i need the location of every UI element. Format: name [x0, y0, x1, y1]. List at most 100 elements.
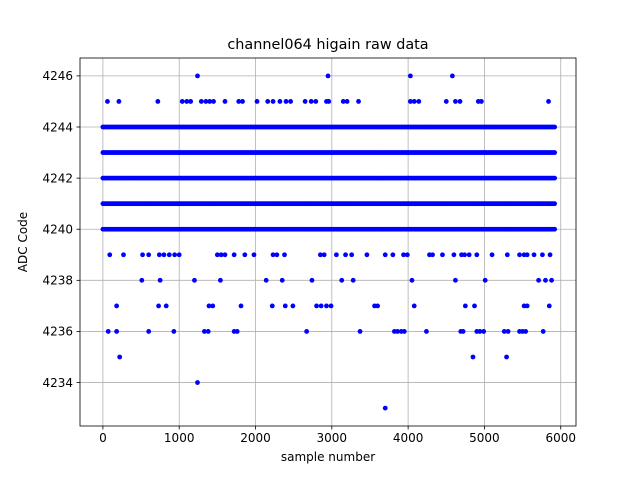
data-point — [263, 277, 269, 283]
data-point — [146, 252, 152, 258]
data-point — [401, 252, 406, 258]
data-point — [536, 277, 542, 283]
data-point — [270, 252, 276, 258]
data-point — [466, 252, 472, 258]
data-point — [114, 303, 120, 309]
data-point — [395, 329, 400, 334]
data-point — [474, 252, 480, 258]
data-point — [504, 252, 510, 258]
data-point — [254, 99, 260, 104]
y-tick-label: 4236 — [42, 325, 73, 339]
data-point — [242, 252, 248, 258]
data-point — [477, 329, 483, 334]
data-point — [524, 303, 530, 309]
axis-ticks: 0 1000 2000 3000 4000 5000 6000 4234 4236 4238 424… — [42, 69, 576, 445]
data-point — [114, 329, 120, 334]
data-point — [179, 99, 185, 104]
data-point — [184, 99, 190, 104]
data-point — [105, 329, 111, 334]
data-point — [517, 252, 522, 258]
data-point — [146, 329, 152, 334]
data-point — [390, 252, 396, 258]
data-point — [349, 252, 355, 258]
data-point — [274, 252, 280, 258]
data-point — [166, 252, 172, 258]
data-point — [457, 99, 463, 104]
data-point — [155, 99, 161, 104]
data-point — [356, 99, 361, 104]
data-point — [343, 252, 348, 258]
data-point — [524, 252, 530, 258]
data-point — [240, 99, 245, 104]
data-point — [340, 99, 346, 104]
x-tick-label: 1000 — [164, 431, 195, 445]
data-point — [210, 303, 216, 309]
data-point — [472, 303, 477, 309]
data-point — [547, 252, 553, 258]
data-point — [339, 277, 345, 283]
x-tick-label: 0 — [99, 431, 107, 445]
data-point — [203, 99, 209, 104]
data-point — [251, 252, 257, 258]
data-point — [478, 99, 484, 104]
data-point — [481, 329, 487, 334]
data-point — [288, 99, 294, 104]
data-point — [505, 329, 511, 334]
data-point — [552, 150, 558, 155]
data-point — [543, 277, 548, 283]
data-point — [546, 99, 551, 104]
data-point — [411, 99, 417, 104]
data-point — [222, 99, 228, 104]
data-point — [195, 380, 200, 385]
data-point — [236, 99, 242, 104]
data-point — [549, 277, 554, 283]
data-point — [531, 252, 537, 258]
y-tick-label: 4240 — [42, 223, 73, 237]
data-point — [207, 99, 213, 104]
data-point — [552, 124, 558, 130]
y-axis-label: ADC Code — [16, 212, 30, 272]
data-point — [504, 354, 509, 360]
data-point — [192, 277, 197, 283]
x-axis-label: sample number — [281, 450, 375, 464]
x-tick-label: 2000 — [240, 431, 271, 445]
y-tick-label: 4234 — [42, 376, 73, 390]
x-tick-label: 4000 — [393, 431, 424, 445]
data-point — [325, 73, 331, 79]
data-point — [552, 175, 558, 181]
data-point — [443, 99, 449, 104]
data-point — [121, 252, 126, 258]
data-point — [234, 329, 240, 334]
data-point — [318, 303, 324, 309]
data-point — [424, 329, 429, 334]
data-point — [139, 277, 145, 283]
data-point — [449, 73, 455, 79]
data-points — [100, 73, 558, 411]
data-point — [409, 277, 415, 283]
data-point — [552, 226, 558, 232]
chart-title: channel064 higain raw data — [227, 37, 428, 53]
data-point — [279, 277, 285, 283]
data-point — [408, 73, 413, 79]
data-point — [188, 99, 194, 104]
data-point — [328, 303, 334, 309]
data-point — [540, 252, 545, 258]
data-point — [222, 252, 228, 258]
data-point — [350, 277, 356, 283]
data-point — [453, 99, 458, 104]
data-point — [140, 252, 145, 258]
data-point — [201, 329, 207, 334]
data-point — [344, 99, 350, 104]
data-point — [218, 277, 223, 283]
y-tick-label: 4242 — [42, 171, 73, 185]
data-point — [309, 277, 315, 283]
data-point — [314, 303, 319, 309]
data-point — [489, 252, 495, 258]
data-point — [304, 329, 310, 334]
data-point — [163, 303, 169, 309]
data-point — [161, 252, 167, 258]
data-point — [416, 99, 422, 104]
data-point — [382, 252, 388, 258]
data-point — [382, 405, 388, 411]
